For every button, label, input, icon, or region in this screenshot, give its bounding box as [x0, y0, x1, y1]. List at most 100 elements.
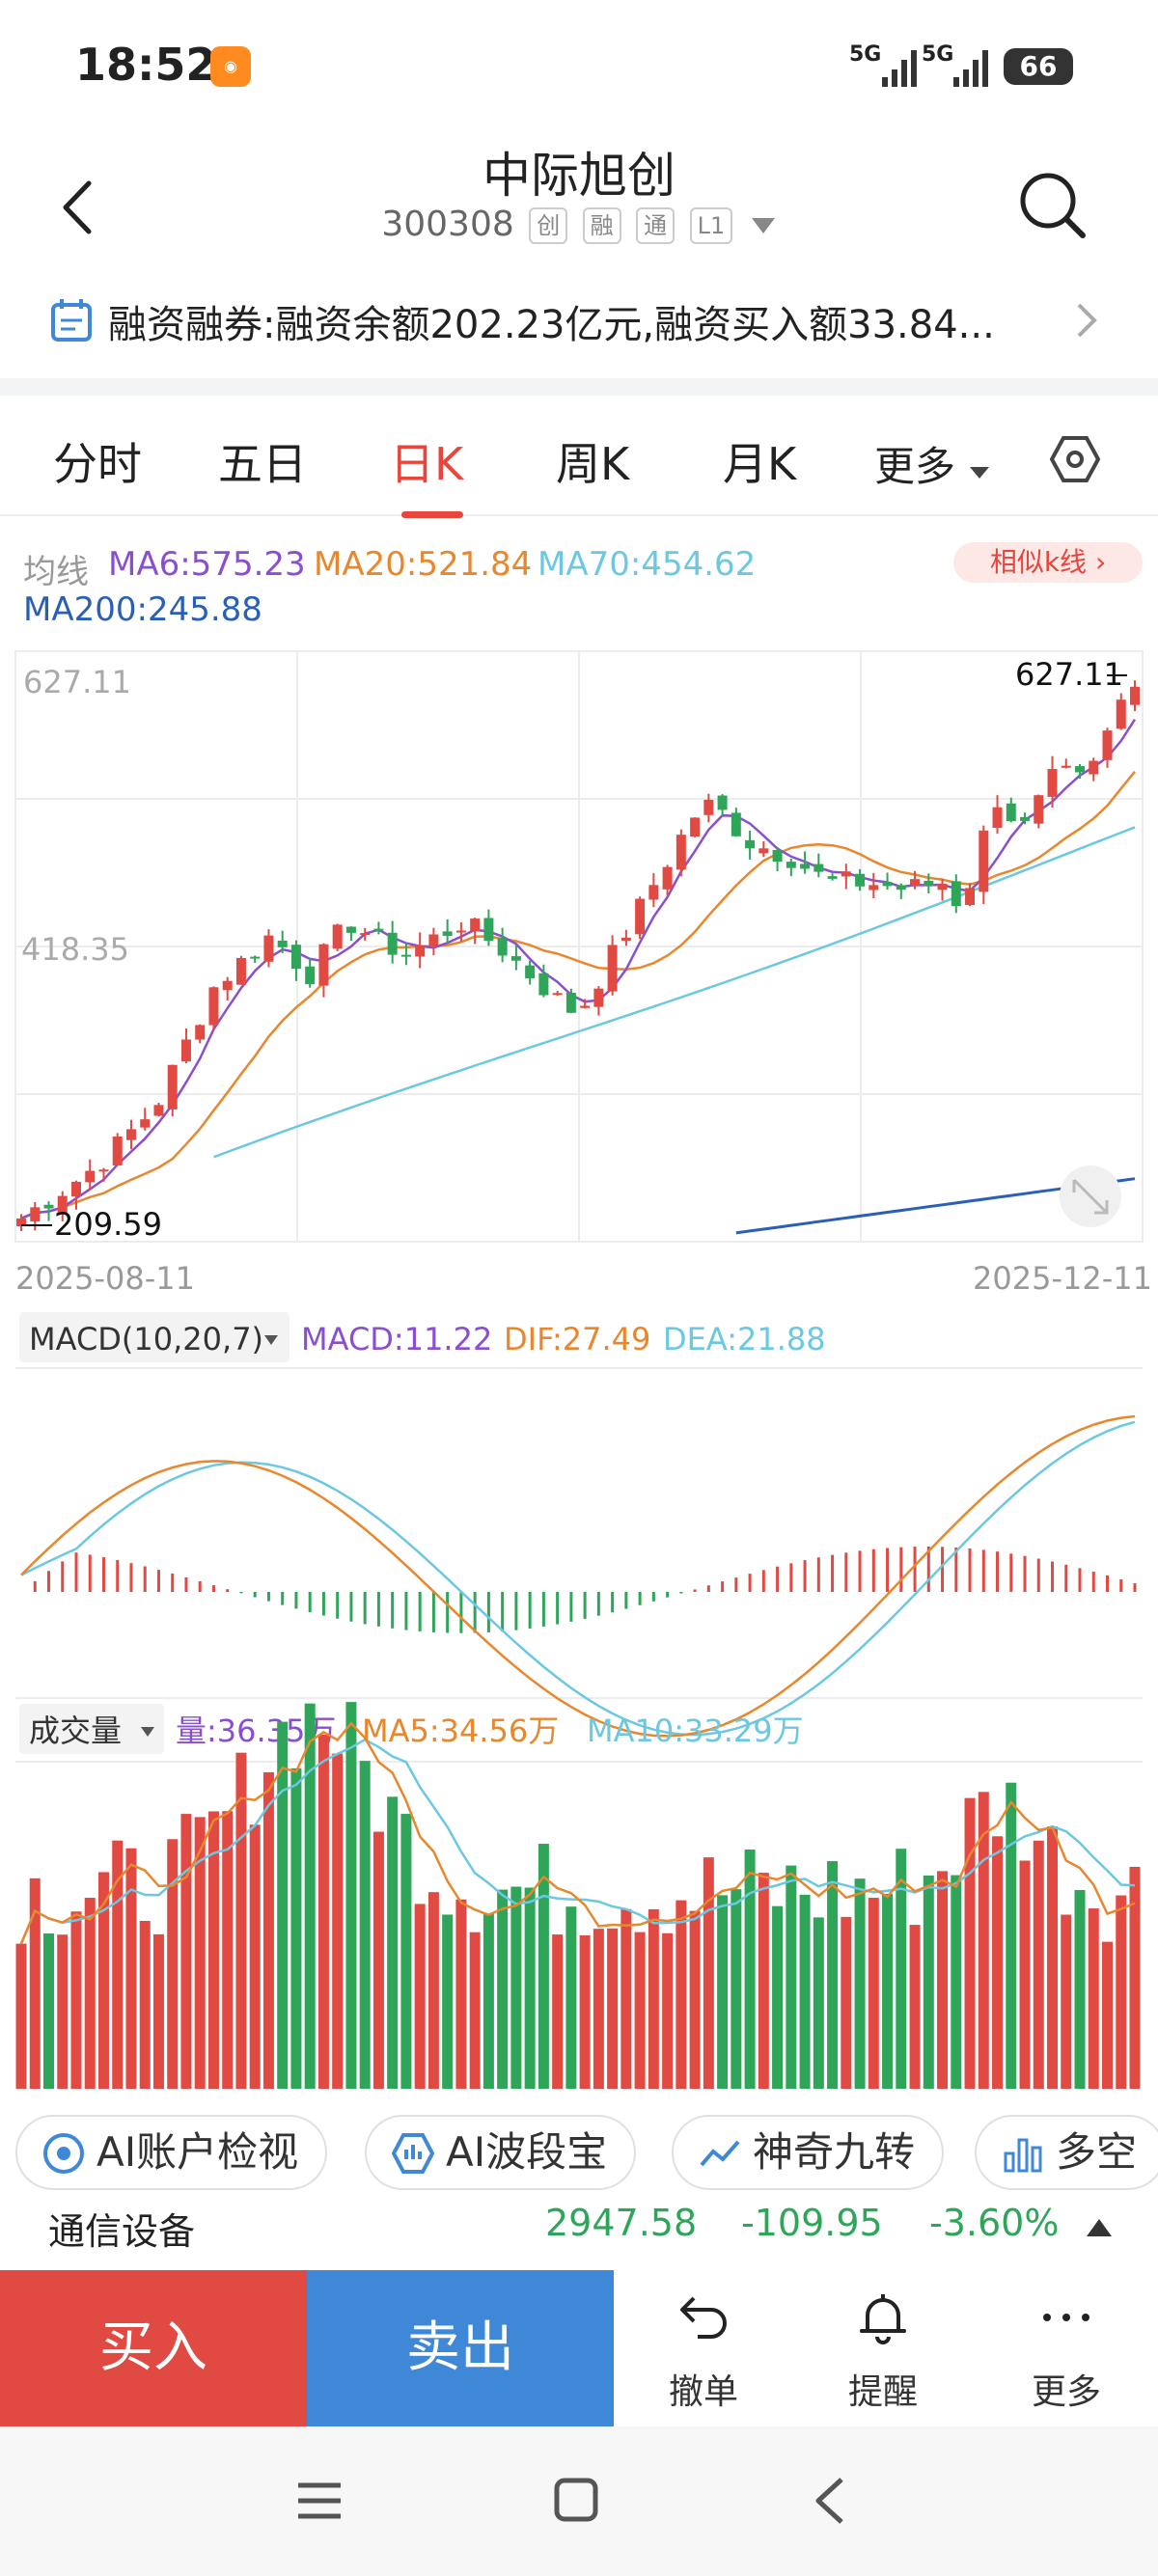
volume-bar — [1033, 1840, 1044, 2089]
long-short-button[interactable]: 多空 — [975, 2115, 1158, 2190]
chevron-right-icon[interactable] — [1071, 299, 1100, 342]
macd-histogram — [33, 1546, 1137, 1633]
long-short-label: 多空 — [1056, 2128, 1138, 2176]
gear-icon[interactable] — [1050, 434, 1100, 484]
ai-wave-label: AI波段宝 — [446, 2128, 608, 2176]
candle-body — [428, 934, 439, 946]
expand-chart-icon[interactable] — [1060, 1165, 1121, 1227]
tab-daily-k[interactable]: 日K — [390, 438, 464, 490]
volume-bar — [180, 1814, 192, 2089]
candle-body — [277, 941, 288, 947]
candle-body — [1075, 766, 1086, 773]
tab-more[interactable]: 更多 — [874, 434, 991, 493]
back-button[interactable] — [48, 174, 106, 241]
candle-body — [180, 1039, 191, 1062]
caret-down-icon — [264, 1335, 278, 1345]
volume-selector[interactable] — [19, 1704, 164, 1754]
candle-body — [868, 885, 879, 891]
caret-up-icon[interactable] — [1085, 2215, 1114, 2238]
candle-body — [620, 937, 631, 941]
buy-button[interactable]: 买入 — [0, 2270, 307, 2426]
volume-bar — [1088, 1908, 1099, 2089]
sell-button[interactable]: 卖出 — [307, 2270, 614, 2426]
candle-body — [525, 965, 536, 979]
candlesticks — [16, 680, 1140, 1231]
volume-bar — [455, 1899, 467, 2089]
volume-bar — [607, 1928, 619, 2089]
low-marker-label: 209.59 — [54, 1206, 162, 1243]
home-icon[interactable] — [552, 2476, 600, 2524]
dea-value: DEA:21.88 — [663, 1321, 826, 1357]
candle-body — [855, 873, 866, 887]
volume-bar — [290, 1768, 302, 2089]
volume-bar — [1074, 1890, 1086, 2089]
volume-bar — [15, 1943, 27, 2089]
macd-selector[interactable] — [19, 1312, 290, 1362]
tab-five-day[interactable]: 五日 — [218, 438, 307, 490]
similar-kline-label: 相似k线 — [989, 546, 1088, 578]
volume-bar — [1129, 1866, 1141, 2089]
cancel-order-button[interactable]: 撤单 — [631, 2287, 776, 2412]
volume-bar — [29, 1877, 41, 2089]
stock-chart[interactable]: 627.11 418.35 627.11 209.59 2025-08-11 2… — [0, 0, 1158, 2123]
candle-body — [965, 888, 976, 905]
search-icon[interactable] — [1013, 166, 1090, 243]
signal-bars-icon-2 — [953, 50, 988, 87]
tab-monthly-k[interactable]: 月K — [723, 438, 797, 490]
cancel-order-label: 撤单 — [668, 2372, 738, 2412]
candle-body — [387, 932, 398, 955]
more-actions-button[interactable]: 更多 — [994, 2287, 1139, 2412]
similar-kline-button[interactable]: 相似k线 › — [953, 542, 1143, 583]
tab-weekly-k[interactable]: 周K — [556, 438, 630, 490]
candle-body — [345, 926, 356, 933]
menu-icon[interactable] — [294, 2478, 345, 2524]
candle-body — [1047, 769, 1058, 797]
bell-icon — [860, 2294, 906, 2344]
candle-body — [153, 1105, 164, 1116]
volume-bar — [304, 1703, 316, 2089]
volume-bar — [97, 1872, 109, 2089]
candle-body — [195, 1025, 206, 1040]
undo-icon — [680, 2296, 727, 2339]
candle-body — [690, 817, 701, 837]
tab-more-label: 更多 — [874, 443, 956, 490]
nav-back-icon[interactable] — [811, 2474, 849, 2528]
ma20-line — [20, 771, 1136, 1219]
volume-bar — [235, 1752, 247, 2089]
magic-nine-button[interactable]: 神奇九转 — [672, 2115, 945, 2190]
volume-bar — [152, 1933, 164, 2089]
volume-bar — [524, 1887, 536, 2089]
candle-body — [263, 935, 274, 962]
candle-body — [827, 876, 838, 879]
volume-bar — [359, 1761, 371, 2089]
tab-intraday[interactable]: 分时 — [53, 438, 142, 490]
ai-wave-button[interactable]: AI波段宝 — [365, 2115, 637, 2190]
caret-down-icon — [970, 467, 990, 479]
high-marker-label: 627.11 — [1015, 656, 1123, 693]
volume-bar — [207, 1811, 219, 2089]
candle-body — [565, 993, 576, 1013]
candle-body — [841, 871, 851, 877]
volume-bars — [15, 1702, 1141, 2089]
volume-bar — [70, 1911, 82, 2089]
candle-body — [167, 1064, 178, 1110]
ma6-line — [20, 719, 1137, 1219]
ai-account-review-button[interactable]: AI账户检视 — [15, 2115, 328, 2190]
signal-5g-label-1: 5G — [849, 42, 882, 67]
candle-body — [937, 884, 948, 891]
volume-ma5-line — [19, 1721, 1136, 1945]
candle-body — [1006, 803, 1016, 822]
stock-subtitle[interactable]: 300308 创 融 通 L1 — [0, 205, 1158, 244]
volume-bar — [510, 1886, 522, 2089]
candle-body — [717, 795, 728, 810]
price-mid-label: 418.35 — [21, 931, 129, 968]
volume-bar — [1061, 1914, 1072, 2089]
volume-bar — [786, 1865, 797, 2089]
stock-code: 300308 — [381, 205, 514, 244]
volume-bar — [758, 1873, 769, 2089]
volume-bar — [634, 1932, 646, 2089]
alert-button[interactable]: 提醒 — [811, 2287, 955, 2412]
volume-bar — [497, 1889, 509, 2089]
volume-bar — [277, 1721, 289, 2089]
candle-body — [1116, 699, 1126, 729]
